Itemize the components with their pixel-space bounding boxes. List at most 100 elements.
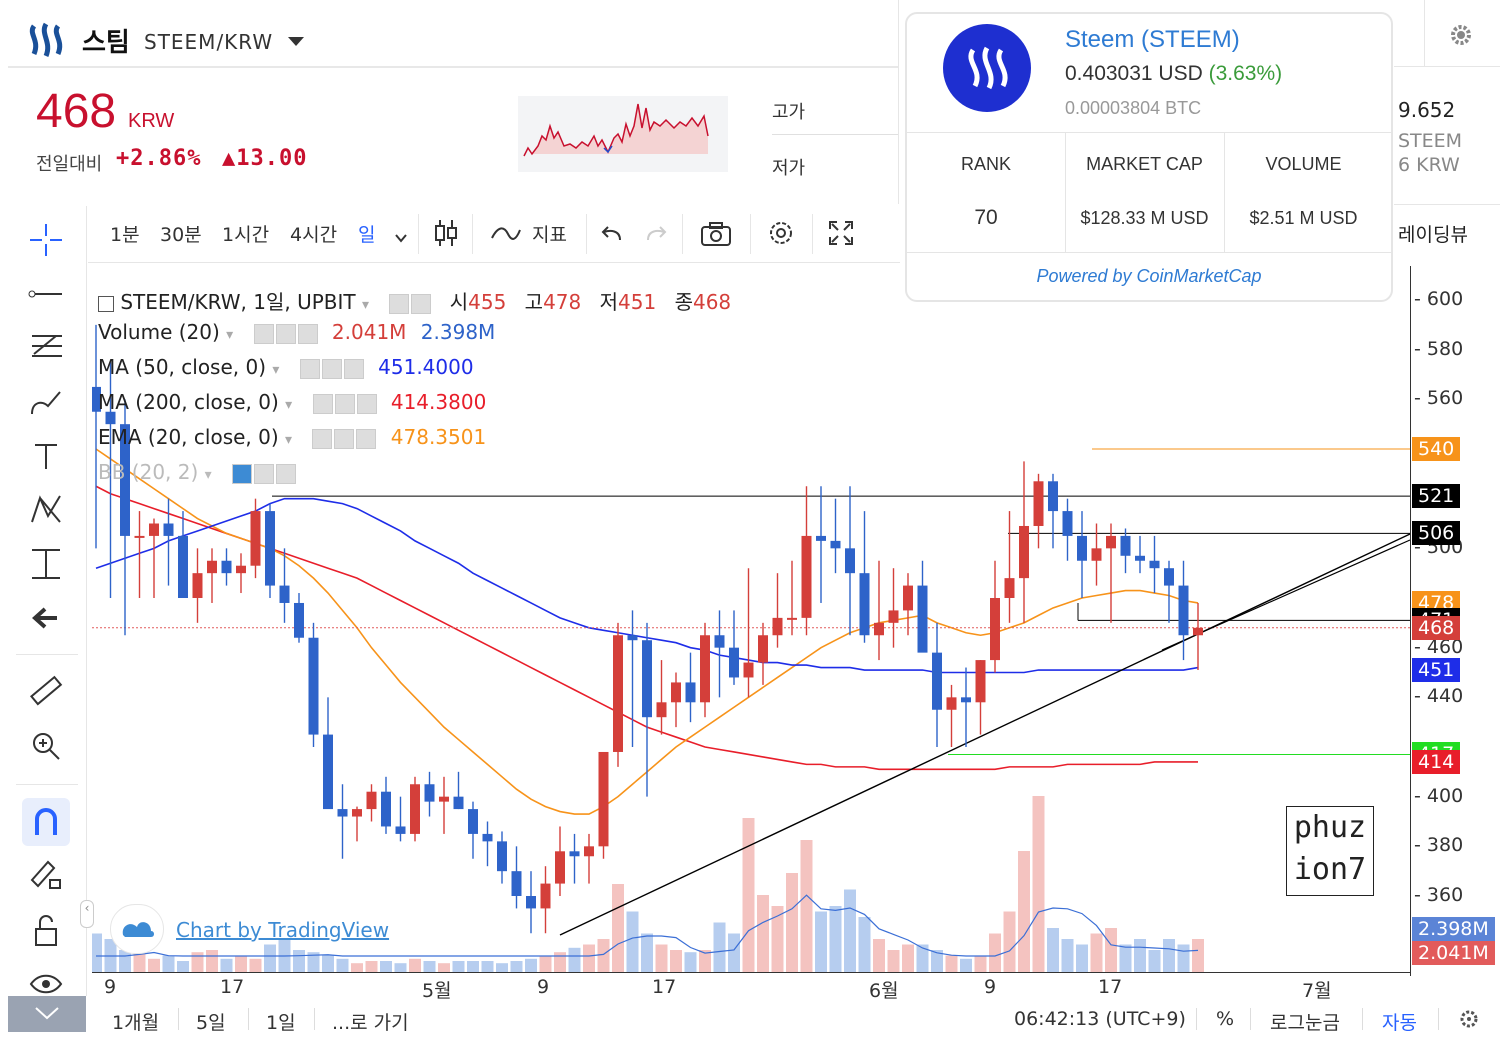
legend-chevron-icon[interactable]: ▾ xyxy=(226,327,234,343)
interval-1d[interactable]: 일 xyxy=(358,224,376,246)
steem-coin-logo-icon xyxy=(943,24,1031,112)
eye-toggle-icon[interactable] xyxy=(389,293,410,314)
arrow-left-icon[interactable] xyxy=(26,598,66,638)
candle-type-icon[interactable] xyxy=(434,218,458,248)
collapse-panel-icon[interactable]: ‹ xyxy=(80,900,94,928)
eye-icon[interactable] xyxy=(26,964,66,1004)
close-small-icon[interactable] xyxy=(356,428,377,449)
price-chart[interactable] xyxy=(92,266,1500,976)
candle-body xyxy=(816,535,826,541)
settings-small-icon[interactable] xyxy=(334,393,355,414)
settings-small-icon[interactable] xyxy=(334,428,355,449)
indicators-button[interactable]: 지표 xyxy=(532,224,567,246)
interval-1h[interactable]: 1시간 xyxy=(222,224,270,246)
cmc-powered-by[interactable]: Powered by CoinMarketCap xyxy=(1036,266,1262,286)
text-icon[interactable] xyxy=(26,436,66,476)
eye-toggle-icon[interactable] xyxy=(312,393,333,414)
zoom-in-icon[interactable] xyxy=(26,726,66,766)
fib-icon[interactable] xyxy=(26,326,66,366)
candle-body xyxy=(758,635,768,663)
price-axis-label: 2.041M xyxy=(1412,941,1495,965)
magnet-button[interactable] xyxy=(22,798,70,846)
close-small-icon[interactable] xyxy=(297,323,318,344)
time-tick: 7월 xyxy=(1302,980,1332,1002)
range-1d[interactable]: 1일 xyxy=(266,1012,296,1034)
interval-chevron-icon[interactable] xyxy=(394,228,408,243)
settings-small-icon[interactable] xyxy=(411,293,432,314)
cmc-title[interactable]: Steem (STEEM) xyxy=(1065,26,1240,53)
candle-body xyxy=(424,784,435,802)
right-divider xyxy=(1394,66,1500,67)
close-small-icon[interactable] xyxy=(276,463,297,484)
close-small-icon[interactable] xyxy=(356,393,377,414)
legend-volume: Volume (20) ▾ 2.041M 2.398M xyxy=(98,320,495,344)
candle-body xyxy=(1164,568,1174,586)
crosshair-icon[interactable] xyxy=(26,220,66,260)
bb-sep xyxy=(248,1008,249,1030)
settings-gear-icon[interactable] xyxy=(766,218,796,248)
settings-small-icon[interactable] xyxy=(275,323,296,344)
candle-body xyxy=(787,617,797,620)
ma200-value: 414.3800 xyxy=(390,390,487,414)
pencil-lock-icon[interactable] xyxy=(26,854,66,894)
magnet-icon[interactable] xyxy=(26,802,66,842)
eye-toggle-icon[interactable] xyxy=(299,358,320,379)
gear-icon[interactable] xyxy=(1448,22,1474,48)
candle-body xyxy=(613,635,623,752)
collapse-icon[interactable] xyxy=(98,295,114,312)
legend-chevron-icon[interactable]: ▾ xyxy=(285,397,293,413)
camera-icon[interactable] xyxy=(700,222,732,246)
settings-small-icon[interactable] xyxy=(254,463,275,484)
eye-off-icon[interactable] xyxy=(232,463,253,484)
candle-body xyxy=(134,535,145,538)
interval-4h[interactable]: 4시간 xyxy=(290,224,338,246)
range-1m[interactable]: 1개월 xyxy=(112,1012,160,1034)
time-tick: 9 xyxy=(537,976,550,998)
close-small-icon[interactable] xyxy=(343,358,364,379)
candle-body xyxy=(1106,535,1116,549)
right-panel: 9.652 STEEM 6 KRW 레이딩뷰 xyxy=(1394,0,1500,270)
tradingview-link[interactable]: 레이딩뷰 xyxy=(1398,224,1468,246)
lock-icon[interactable] xyxy=(26,910,66,950)
candle-body xyxy=(946,697,957,710)
volume-bar xyxy=(148,958,160,972)
interval-1m[interactable]: 1분 xyxy=(110,224,140,246)
chevron-down-icon[interactable] xyxy=(286,34,306,48)
log-scale-toggle[interactable]: 로그눈금 xyxy=(1270,1012,1340,1034)
axis-settings-gear-icon[interactable] xyxy=(1458,1008,1480,1030)
measure-icon[interactable] xyxy=(26,544,66,584)
settings-small-icon[interactable] xyxy=(321,358,342,379)
range-5d[interactable]: 5일 xyxy=(196,1012,226,1034)
indicator-icon[interactable] xyxy=(490,224,522,242)
trendline-upper xyxy=(1161,539,1411,651)
brush-icon[interactable] xyxy=(26,382,66,422)
legend-chevron-icon[interactable]: ▾ xyxy=(204,467,212,483)
time-tick: 17 xyxy=(1098,976,1123,998)
pattern-icon[interactable] xyxy=(26,490,66,530)
volume-bar xyxy=(1177,944,1190,972)
redo-icon[interactable] xyxy=(644,224,668,244)
volume-bar xyxy=(1163,939,1175,972)
trend-line-icon[interactable] xyxy=(26,274,66,314)
candle-body xyxy=(279,585,290,603)
eye-toggle-icon[interactable] xyxy=(312,428,333,449)
tradingview-logo-icon[interactable] xyxy=(110,904,164,954)
volume-name: Volume (20) xyxy=(98,320,220,344)
candle-body xyxy=(1091,548,1102,561)
eye-toggle-icon[interactable] xyxy=(253,323,274,344)
bb-sep xyxy=(314,1008,315,1030)
volume-bar xyxy=(539,955,552,972)
auto-scale-toggle[interactable]: 자동 xyxy=(1382,1012,1417,1034)
candle-body xyxy=(439,796,449,802)
tradingview-attribution[interactable]: Chart by TradingView xyxy=(176,918,390,942)
ruler-icon[interactable] xyxy=(26,672,66,712)
interval-30m[interactable]: 30분 xyxy=(160,224,202,246)
fullscreen-icon[interactable] xyxy=(828,220,854,246)
percent-toggle[interactable]: % xyxy=(1216,1008,1235,1030)
legend-chevron-icon[interactable]: ▾ xyxy=(272,362,280,378)
legend-chevron-icon[interactable]: ▾ xyxy=(285,432,293,448)
legend-chevron-icon[interactable]: ▾ xyxy=(361,297,369,313)
collapse-tools-button[interactable] xyxy=(8,996,86,1032)
go-to-button[interactable]: ...로 가기 xyxy=(332,1012,409,1034)
undo-icon[interactable] xyxy=(600,224,624,244)
